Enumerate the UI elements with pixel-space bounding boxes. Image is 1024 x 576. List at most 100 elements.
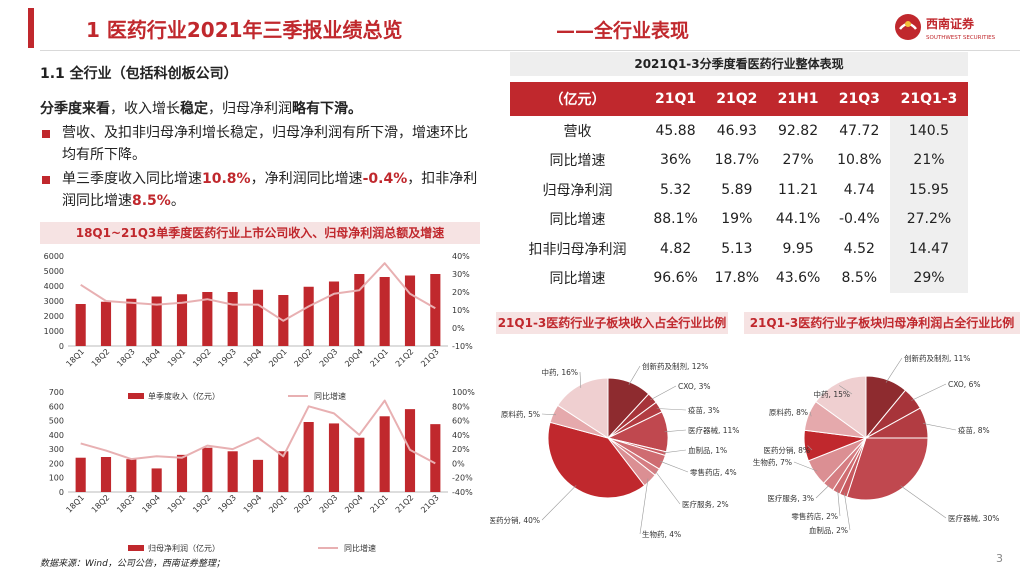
table-cell: 5.89 [721,181,753,198]
y2-tick-label: 20% [452,288,470,297]
table-header-cell: 21Q1-3 [889,82,968,116]
table-cell: 4.82 [659,240,692,257]
pie-label: 医疗器械, 30% [948,513,999,523]
table-cell: 92.82 [778,122,819,139]
pie-label: 零售药店, 2% [791,511,838,521]
pie-leader [837,489,841,517]
y-tick-label: 2000 [44,312,64,321]
x-tick-label: 19Q2 [191,493,213,515]
bullet-1: 营收、及扣非归母净利增长稳定，归母净利润有所下滑，增速环比均有所下降。 [40,122,480,166]
x-tick-label: 19Q1 [166,347,188,369]
bar [202,447,213,492]
pie-label: 疫苗, 8% [958,425,990,435]
bar [430,274,441,346]
bar [303,422,314,492]
y-tick-label: 400 [49,431,64,440]
y-tick-label: 3000 [44,297,64,306]
y-tick-label: 6000 [44,252,64,261]
table-cell: 96.6% [653,270,698,287]
table-cell: 45.88 [655,122,696,139]
bar [75,304,86,346]
table-row: 营收 45.88 46.93 92.82 47.72 140.5 [510,116,968,146]
bar [328,423,340,492]
y-tick-label: 300 [49,445,64,454]
table-cell: 17.8% [714,270,760,287]
pie-leader [844,492,851,531]
table-row: 扣非归母净利润 4.82 5.13 9.95 4.52 14.47 [510,234,968,264]
bar [126,459,137,492]
pie-label: 医疗服务, 3% [767,493,814,503]
pie-leader [650,385,677,401]
pie-leader [885,357,903,383]
table-cell: 4.74 [843,181,875,198]
bar [303,286,314,346]
source-note: 数据来源：Wind，公司公告，西南证券整理； [40,559,225,569]
table-header-cell: 21Q2 [706,82,768,116]
revenue-share-pie: 创新药及制剂, 12% CXO, 3% 疫苗, 3% 医疗器械, 11% 血制品, 1%… [490,361,739,539]
x-tick-label: 18Q2 [90,493,112,515]
table-cell: 43.6% [775,270,821,287]
chart-title-revenue: 18Q1~21Q3单季度医药行业上市公司收入、归母净利润总额及增速 [40,222,480,244]
y-tick-label: 700 [49,388,64,397]
y2-tick-label: 40% [452,252,470,261]
y-tick-label: 0 [59,342,64,351]
legend-label: 同比增速 [344,543,376,553]
y2-tick-label: -40% [452,488,473,497]
y2-tick-label: 40% [452,431,470,440]
table-cell: 46.93 [716,122,757,139]
x-tick-label: 21Q2 [394,347,416,369]
bar [176,294,188,346]
chart-title-revenue-share: 21Q1-3医药行业子板块收入占全行业比例 [496,312,728,334]
x-tick-label: 19Q1 [166,493,188,515]
y2-tick-label: 10% [452,306,470,315]
table-cell: 10.8% [837,152,882,169]
legend-label: 同比增速 [314,391,346,401]
table-row-label: 扣非归母净利润 [528,241,627,258]
bar [151,296,162,346]
pie-label: CXO, 3% [678,382,710,391]
pie-leader [809,411,812,417]
pie-label: 医药分销, 40% [490,515,540,525]
y-tick-label: 600 [49,402,64,411]
bar [227,292,238,346]
bar [354,274,365,346]
y-tick-label: 500 [49,417,64,426]
table-row: 归母净利润 5.32 5.89 11.21 4.74 15.95 [510,175,968,205]
bar [100,301,112,346]
table-cell: 29% [889,263,968,293]
chart-title-profit-share: 21Q1-3医药行业子板块归母净利润占全行业比例 [744,312,1020,334]
x-tick-label: 18Q1 [64,493,86,515]
pie-leader [839,385,853,395]
table-cell: 11.21 [778,181,819,198]
pie-label: 医疗器械, 11% [688,425,739,435]
y-tick-label: 4000 [44,282,64,291]
x-tick-label: 20Q2 [292,493,314,515]
pie-slice [846,437,929,501]
pie-leader [911,383,947,401]
y2-tick-label: 100% [452,388,475,397]
logo-text: 西南证券 [926,16,975,31]
x-tick-label: 21Q1 [368,347,390,369]
pie-slice [557,377,609,439]
pie-slice [547,421,646,499]
x-tick-label: 20Q4 [343,493,365,515]
y2-tick-label: 0% [452,459,465,468]
x-tick-label: 21Q3 [419,347,441,369]
pie-label: 医疗服务, 2% [682,499,729,509]
x-tick-label: 20Q2 [292,347,314,369]
pie-leader [541,485,577,521]
page-subtitle: ——全行业表现 [556,20,690,42]
logo-subtext: SOUTHWEST SECURITIES [926,35,996,41]
table-row: 同比增速 36% 18.7% 27% 10.8% 21% [510,145,968,175]
table-row-label: 归母净利润 [542,182,613,199]
y2-tick-label: 60% [452,417,470,426]
legend-swatch-bar [128,393,144,399]
pie-label: 医药分销, 8% [763,445,810,455]
table-cell: -0.4% [839,211,880,228]
y-tick-label: 0 [59,488,64,497]
table-cell: 18.7% [714,152,760,169]
table-row: 同比增速 96.6% 17.8% 43.6% 8.5% 29% [510,263,968,293]
pie-label: 原料药, 5% [501,409,540,419]
x-tick-label: 18Q3 [115,493,137,515]
table-cell: 15.95 [889,175,968,205]
